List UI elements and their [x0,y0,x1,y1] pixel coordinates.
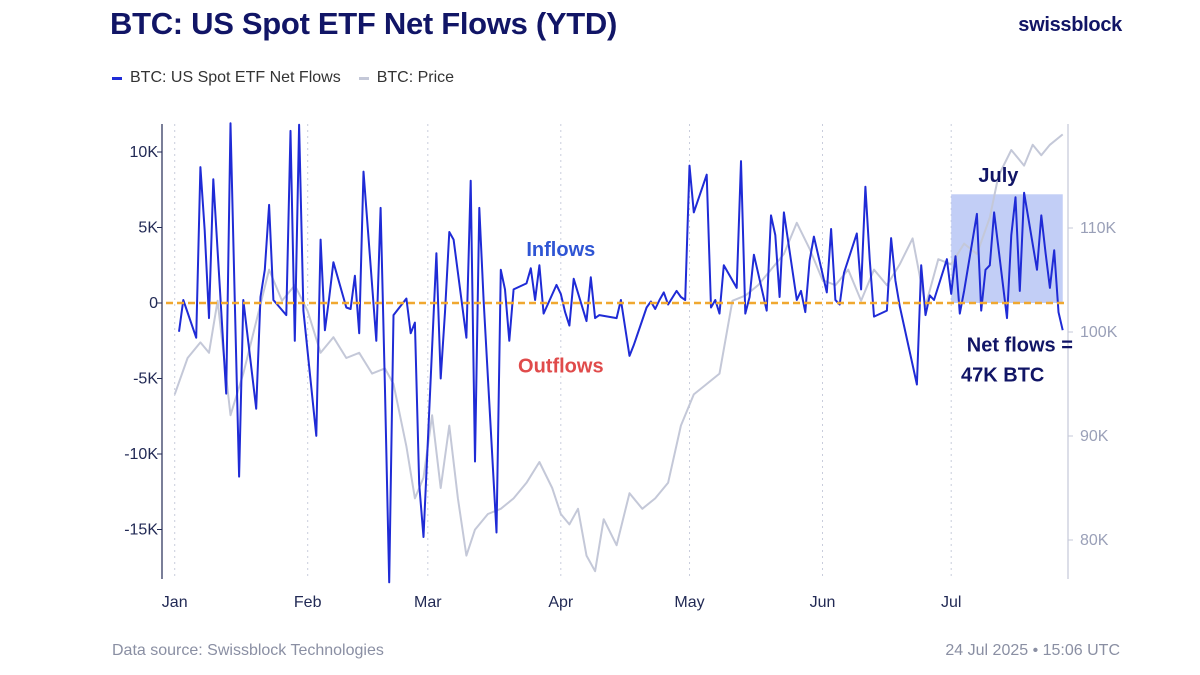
y-tick-label-left: -5K [133,371,158,388]
annotation-inflows: Inflows [526,239,595,261]
legend-swatch-price [358,76,369,80]
y-tick-label-left: -15K [124,522,158,539]
x-tick-label: Apr [548,594,574,611]
y-tick-label-left: 0 [149,295,158,312]
annotation-net2: 47K BTC [961,365,1044,387]
chart-title: BTC: US Spot ETF Net Flows (YTD) [110,6,618,41]
x-tick-label: Jan [162,594,188,611]
y-tick-label-left: 5K [138,220,158,237]
legend-label-price: BTC: Price [376,69,455,86]
y-tick-label-right: 110K [1080,220,1117,237]
legend-item-net-flows[interactable]: BTC: US Spot ETF Net Flows [112,69,341,87]
series-line-btc-price [173,133,1064,573]
legend-item-price[interactable]: BTC: Price [358,69,455,87]
x-tick-label: Mar [414,594,442,611]
x-tick-label: May [674,594,704,611]
x-tick-label: Feb [294,594,322,611]
annotation-july: July [978,165,1019,187]
swissblock-logo: swissblock [1018,14,1122,36]
y-tick-label-right: 80K [1080,532,1109,549]
timestamp: 24 Jul 2025 • 15:06 UTC [945,642,1120,659]
legend-label-net-flows: BTC: US Spot ETF Net Flows [130,69,341,86]
x-tick-label: Jun [810,594,836,611]
annotation-outflows: Outflows [518,355,604,377]
y-tick-label-right: 90K [1080,428,1109,445]
y-tick-label-right: 100K [1080,324,1118,341]
legend-swatch-net-flows [112,76,122,80]
y-tick-label-left: 10K [130,144,159,161]
series-line-etf-net-flows [178,122,1064,584]
annotation-net1: Net flows = [967,334,1073,356]
data-source-note: Data source: Swissblock Technologies [112,642,384,659]
y-tick-label-left: -10K [124,446,158,463]
x-tick-label: Jul [941,594,961,611]
chart-legend: BTC: US Spot ETF Net Flows BTC: Price [112,69,472,87]
